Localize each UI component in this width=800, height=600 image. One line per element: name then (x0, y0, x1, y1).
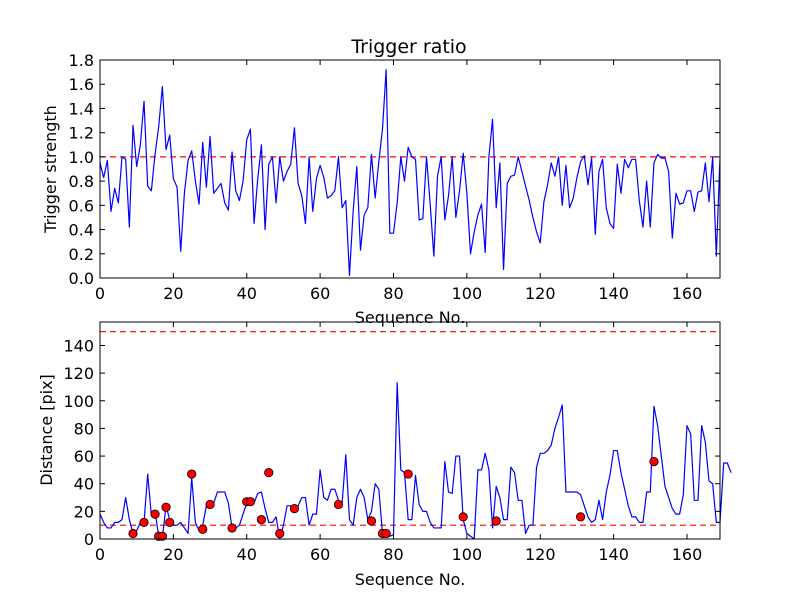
y-tick-label: 0.0 (69, 269, 94, 288)
data-point (256, 515, 267, 525)
x-tick-label: 40 (237, 284, 257, 303)
x-tick-label: 80 (383, 545, 403, 564)
x-tick-label: 140 (598, 284, 629, 303)
x-tick-label: 100 (452, 545, 483, 564)
y-tick-label: 0.4 (69, 221, 94, 240)
x-tick-label: 60 (310, 545, 330, 564)
y-tick-label: 1.8 (69, 51, 94, 70)
x-tick-label: 120 (525, 284, 556, 303)
x-tick-label: 0 (95, 545, 105, 564)
y-tick-label: 100 (63, 392, 94, 411)
data-point (575, 512, 586, 522)
x-tick-label: 160 (672, 284, 703, 303)
data-point (381, 528, 391, 539)
x-tick-label: 0 (95, 284, 105, 303)
plot-title: Trigger ratio (350, 36, 466, 58)
y-tick-label: 0 (84, 530, 94, 549)
data-point (289, 503, 300, 514)
y-tick-label: 1.4 (69, 99, 94, 118)
y-tick-label: 40 (74, 475, 94, 494)
y-tick-label: 0.8 (69, 172, 94, 191)
y-tick-label: 80 (74, 419, 94, 438)
y-axis-label: Trigger strength (41, 105, 60, 234)
x-tick-label: 80 (383, 284, 403, 303)
data-point (187, 469, 197, 479)
y-tick-label: 60 (74, 447, 94, 466)
y-axis-label: Distance [pix] (37, 374, 56, 486)
data-point (150, 509, 160, 519)
plot-frame (99, 321, 721, 540)
data-point (157, 531, 167, 541)
data-point (333, 499, 344, 510)
y-tick-label: 0.6 (69, 196, 94, 215)
y-tick-label: 1.6 (69, 75, 94, 94)
data-point (227, 523, 237, 533)
data-point (275, 528, 285, 539)
data-point (128, 528, 138, 539)
data-point (205, 499, 215, 510)
distance-plot: Sequence No. Distance [pix] 0 20 40 60 80 100… (37, 321, 732, 589)
data-line (99, 382, 732, 540)
x-tick-label: 20 (163, 284, 183, 303)
data-point (649, 456, 659, 467)
data-point (491, 516, 501, 526)
x-tick-label: 120 (525, 545, 556, 564)
data-point (403, 469, 413, 479)
x-axis-label: Sequence No. (355, 308, 466, 327)
y-tick-label: 0.2 (69, 245, 94, 264)
y-tick-label: 1.0 (69, 148, 94, 167)
y-tick-label: 120 (63, 364, 94, 383)
y-tick-label: 140 (63, 336, 94, 355)
data-point (165, 517, 175, 528)
x-tick-label: 100 (452, 284, 483, 303)
data-point (264, 468, 274, 478)
y-tick-label: 20 (74, 502, 94, 521)
data-point (458, 512, 468, 522)
data-point (366, 516, 377, 526)
data-point (198, 524, 208, 534)
x-tick-label: 20 (163, 545, 183, 564)
x-tick-label: 140 (598, 545, 629, 564)
x-axis-label: Sequence No. (355, 570, 466, 589)
data-point (245, 497, 256, 507)
plot-frame (99, 59, 721, 279)
trigger-ratio-plot: Trigger ratio Sequence No. Trigger stren… (41, 36, 721, 327)
x-tick-label: 160 (672, 545, 703, 564)
data-point (139, 517, 149, 528)
data-line (99, 69, 721, 277)
y-tick-label: 1.2 (69, 124, 94, 143)
data-point (161, 502, 171, 512)
x-tick-label: 40 (237, 545, 257, 564)
x-tick-label: 60 (310, 284, 330, 303)
